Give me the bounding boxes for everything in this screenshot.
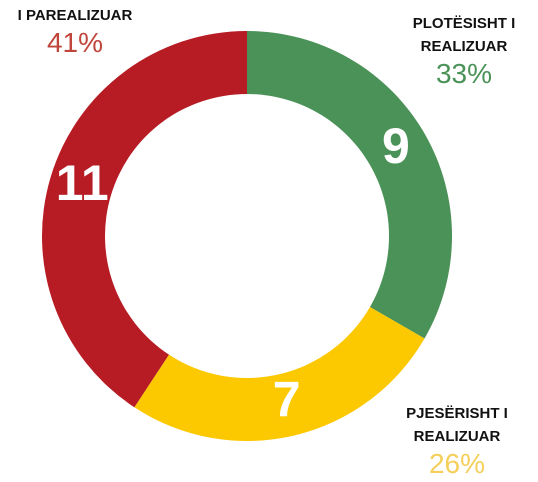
slice	[41, 31, 248, 408]
category-label: PLOTËSISHT I REALIZUAR	[412, 15, 516, 55]
value-label: 9	[382, 118, 410, 174]
percent-label: 41%	[46, 27, 104, 58]
category-label-group: PLOTËSISHT I REALIZUAR 33%	[400, 12, 528, 90]
slice	[134, 307, 425, 441]
percent-label: 26%	[428, 448, 486, 479]
category-label: PJESËRISHT I REALIZUAR	[406, 405, 508, 445]
percent-label: 33%	[435, 58, 493, 89]
value-label: 11	[56, 155, 109, 211]
slice	[247, 31, 452, 339]
category-label: I PAREALIZUAR	[17, 7, 133, 24]
value-label: 7	[273, 372, 301, 428]
category-label-group: I PAREALIZUAR 41%	[0, 4, 150, 59]
category-label-group: PJESËRISHT I REALIZUAR 26%	[392, 402, 522, 480]
